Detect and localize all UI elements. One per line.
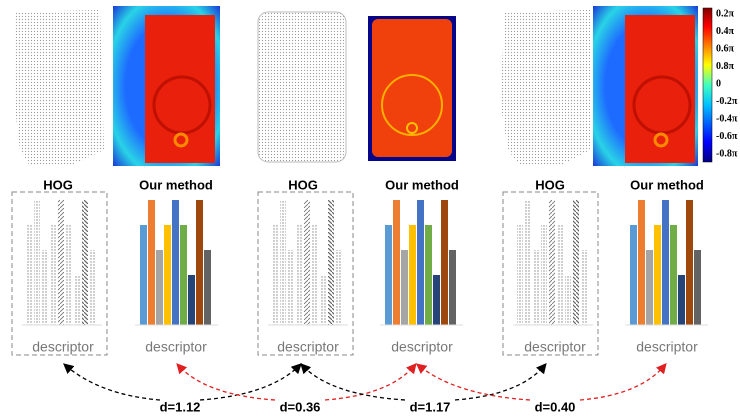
- hog-bar: [565, 275, 571, 325]
- hog-bar: [328, 200, 334, 325]
- heatmap-image: [368, 16, 456, 161]
- method-bar: [433, 275, 440, 325]
- hog-bar: [50, 225, 56, 325]
- method-bar: [630, 225, 637, 325]
- method-bar: [156, 250, 163, 325]
- hog-bar: [90, 250, 96, 325]
- descriptor-label: descriptor: [145, 339, 207, 355]
- distance-label: d=1.17: [410, 399, 451, 414]
- hog-bar: [296, 225, 302, 325]
- hog-bar: [336, 250, 342, 325]
- colorbar-label: -0.6π: [716, 131, 738, 142]
- method-heading: Our method: [385, 177, 459, 192]
- hog-bar: [541, 225, 547, 325]
- method-bar: [196, 200, 203, 325]
- descriptor-label: descriptor: [636, 339, 698, 355]
- method-bar: [409, 225, 416, 325]
- method-bar: [172, 200, 179, 325]
- hog-bar: [66, 225, 72, 325]
- colorbar-label: 0.8π: [716, 61, 735, 72]
- method-bar: [417, 200, 424, 325]
- method-bar: [686, 200, 693, 325]
- hog-bar: [82, 200, 88, 325]
- method-bar: [646, 250, 653, 325]
- method-bar: [638, 200, 645, 325]
- figure: 0.2π 0.4π 0.6π 0.8π 0 -0.2π -0.4π -0.6π -0.8π HO…: [0, 0, 740, 418]
- method-bar: [401, 250, 408, 325]
- distance-label: d=0.36: [280, 399, 321, 414]
- hog-bar: [533, 250, 539, 325]
- method-bar: [441, 200, 448, 325]
- colorbar-label: 0.4π: [716, 26, 735, 37]
- hog-heading: HOG: [288, 177, 318, 192]
- colorbar-label: -0.8π: [716, 148, 738, 159]
- method-bar: [140, 225, 147, 325]
- colorbar-label: 0: [716, 78, 721, 89]
- hog-image: [500, 10, 590, 166]
- method-bar: [449, 250, 456, 325]
- method-bar: [393, 200, 400, 325]
- method-bar: [164, 225, 171, 325]
- method-bar: [148, 200, 155, 325]
- method-bar: [204, 250, 211, 325]
- arrows: [65, 365, 665, 400]
- heatmap-image: [593, 6, 698, 166]
- hog-bar: [525, 200, 531, 325]
- hog-bar: [42, 250, 48, 325]
- distance-label: d=0.40: [535, 399, 576, 414]
- method-bar: [425, 225, 432, 325]
- colorbar: [703, 8, 712, 162]
- distance-label: d=1.12: [160, 399, 201, 414]
- hog-bar: [557, 225, 563, 325]
- hog-bar: [34, 200, 40, 325]
- hog-heading: HOG: [43, 177, 73, 192]
- descriptor-label: descriptor: [32, 339, 94, 355]
- method-heading: Our method: [630, 177, 704, 192]
- colorbar-label: 0.6π: [716, 43, 735, 54]
- colorbar-label: -0.4π: [716, 113, 738, 124]
- hog-bar: [573, 200, 579, 325]
- hog-bar: [26, 225, 32, 325]
- descriptor-label: descriptor: [524, 339, 586, 355]
- method-bar: [654, 225, 661, 325]
- hog-bar: [304, 200, 310, 325]
- method-bar: [180, 225, 187, 325]
- hog-bar: [288, 250, 294, 325]
- hog-bar: [74, 275, 80, 325]
- heatmap-image: [113, 6, 220, 166]
- method-bar: [385, 225, 392, 325]
- method-bar: [678, 275, 685, 325]
- colorbar-label: -0.2π: [716, 96, 738, 107]
- method-bar: [694, 250, 701, 325]
- method-bar: [662, 200, 669, 325]
- method-bar: [188, 275, 195, 325]
- descriptor-label: descriptor: [391, 339, 453, 355]
- hog-bar: [58, 200, 64, 325]
- hog-heading: HOG: [535, 177, 565, 192]
- hog-bar: [312, 225, 318, 325]
- hog-bar: [549, 200, 555, 325]
- descriptor-label: descriptor: [277, 339, 339, 355]
- hog-image: [14, 10, 104, 166]
- method-heading: Our method: [139, 177, 213, 192]
- hog-image: [258, 12, 346, 162]
- hog-bar: [272, 225, 278, 325]
- hog-bar: [517, 225, 523, 325]
- hog-bar: [581, 250, 587, 325]
- colorbar-label: 0.2π: [716, 8, 735, 19]
- hog-bar: [320, 275, 326, 325]
- hog-bar: [280, 200, 286, 325]
- method-bar: [670, 225, 677, 325]
